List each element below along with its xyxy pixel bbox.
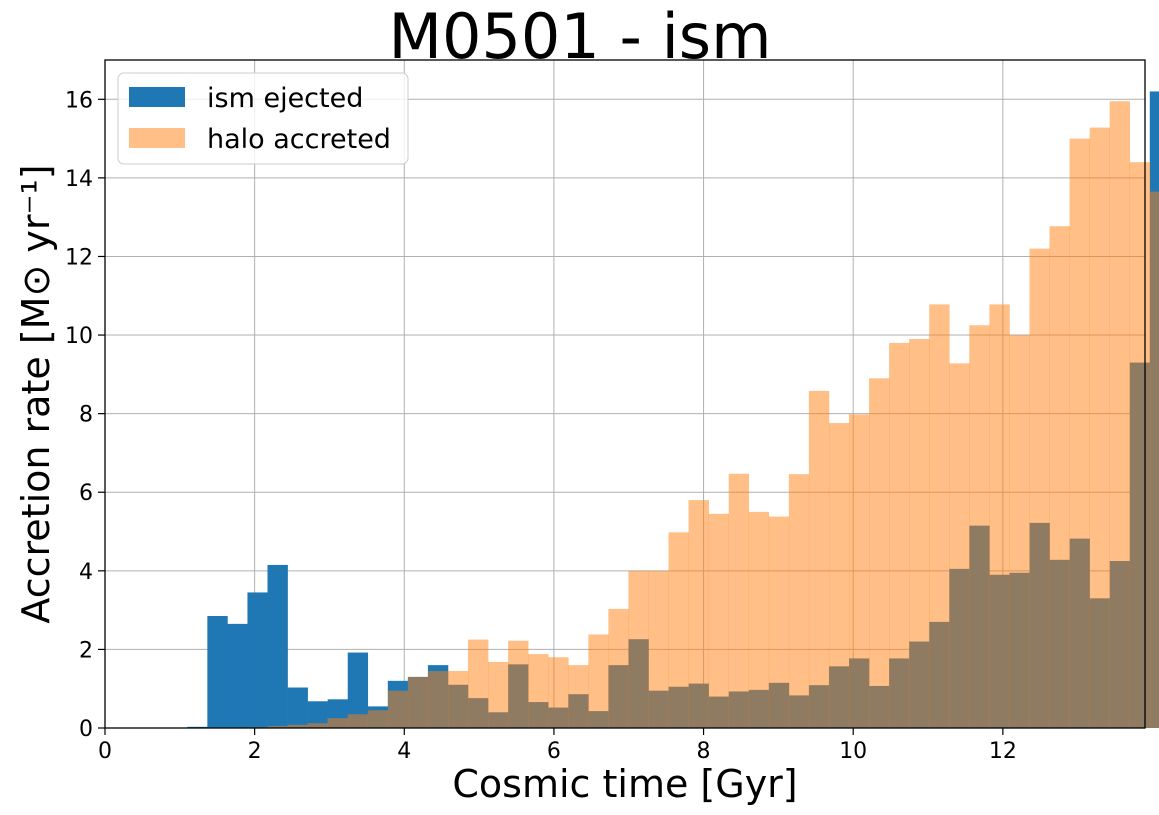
axis-ticks: 0 2 4 6 8 10 12 0 2 4 6 8 10 12 14 16 — [65, 88, 1017, 764]
y-axis-label-units: [M⊙ yr⁻¹] — [14, 164, 58, 344]
bar-halo-accreted — [548, 657, 569, 728]
bar-halo-accreted — [1089, 127, 1110, 729]
bar-halo-accreted — [889, 342, 910, 728]
bar-halo-accreted — [427, 671, 449, 728]
bar-halo-accreted — [608, 608, 629, 728]
bar-halo-accreted — [808, 390, 830, 728]
bar-ism-ejected — [227, 623, 248, 728]
bar-halo-accreted — [1049, 226, 1070, 728]
bar-ism-ejected — [207, 616, 228, 728]
bar-halo-accreted — [588, 634, 609, 728]
y-tick-label: 6 — [79, 481, 93, 506]
bar-halo-accreted — [1009, 335, 1030, 728]
bar-halo-accreted — [447, 671, 469, 728]
bar-halo-accreted — [869, 378, 890, 728]
bar-halo-accreted — [989, 304, 1010, 728]
bar-halo-accreted — [387, 690, 409, 728]
bar-halo-accreted — [1109, 101, 1131, 728]
bar-halo-accreted — [568, 665, 589, 728]
bar-halo-accreted — [969, 325, 990, 728]
bar-halo-accreted — [1069, 138, 1090, 728]
y-tick-label: 8 — [79, 403, 93, 428]
bar-halo-accreted — [909, 338, 930, 728]
bar-halo-accreted — [668, 532, 689, 728]
bar-halo-accreted — [287, 724, 308, 728]
bar-halo-accreted — [849, 414, 870, 728]
y-axis-label-text: Accretion rate — [14, 356, 58, 623]
bar-halo-accreted — [828, 423, 850, 728]
x-tick-label: 10 — [839, 739, 867, 764]
bar-halo-accreted — [1129, 162, 1151, 729]
bar-ism-ejected — [247, 592, 268, 728]
bar-halo-accreted — [528, 654, 549, 728]
y-tick-label: 12 — [65, 245, 93, 270]
bar-halo-accreted — [1149, 191, 1159, 728]
bar-halo-accreted — [768, 516, 790, 728]
bar-halo-accreted — [347, 714, 369, 728]
bar-halo-accreted — [708, 513, 730, 728]
legend-label-ism-ejected: ism ejected — [207, 83, 363, 114]
y-axis-label: Accretion rate [M⊙ yr⁻¹] — [14, 164, 58, 623]
x-tick-label: 0 — [98, 739, 112, 764]
bar-halo-accreted — [688, 500, 709, 728]
bar-ism-ejected — [347, 652, 369, 728]
legend: ism ejected halo accreted — [117, 72, 409, 165]
bar-halo-accreted — [367, 710, 389, 728]
x-tick-label: 4 — [397, 739, 411, 764]
x-tick-label: 2 — [248, 739, 262, 764]
histogram-bars — [187, 91, 1159, 729]
legend-box — [117, 72, 409, 165]
x-axis-label: Cosmic time [Gyr] — [452, 762, 797, 806]
bar-ism-ejected — [267, 564, 288, 728]
bar-halo-accreted — [728, 473, 750, 728]
bar-halo-accreted — [648, 570, 669, 728]
bar-ism-ejected — [287, 687, 308, 728]
x-tick-label: 12 — [989, 739, 1017, 764]
bar-halo-accreted — [628, 570, 649, 728]
bar-halo-accreted — [468, 639, 489, 728]
bar-halo-accreted — [488, 661, 509, 728]
chart-title: M0501 - ism — [389, 0, 772, 73]
plot-frame — [104, 59, 1146, 729]
legend-swatch-halo-accreted — [129, 128, 185, 148]
bar-halo-accreted — [748, 511, 770, 728]
legend-swatch-ism-ejected — [129, 87, 185, 107]
bar-halo-accreted — [788, 474, 810, 728]
bar-halo-accreted — [327, 718, 349, 728]
x-tick-label: 8 — [697, 739, 711, 764]
bar-halo-accreted — [949, 363, 970, 728]
legend-label-halo-accreted: halo accreted — [207, 124, 391, 155]
y-tick-label: 2 — [79, 638, 93, 663]
bar-halo-accreted — [929, 304, 950, 728]
bar-halo-accreted — [407, 676, 429, 728]
bar-halo-accreted — [508, 640, 529, 728]
bar-halo-accreted — [267, 726, 288, 728]
y-tick-label: 14 — [65, 167, 93, 192]
bar-halo-accreted — [1029, 248, 1050, 729]
y-tick-label: 16 — [65, 88, 93, 113]
bar-halo-accreted — [307, 723, 328, 728]
y-tick-label: 0 — [79, 717, 93, 742]
y-tick-label: 4 — [79, 560, 93, 585]
x-tick-label: 6 — [547, 739, 561, 764]
bar-ism-ejected — [307, 701, 328, 728]
y-tick-label: 10 — [65, 324, 93, 349]
